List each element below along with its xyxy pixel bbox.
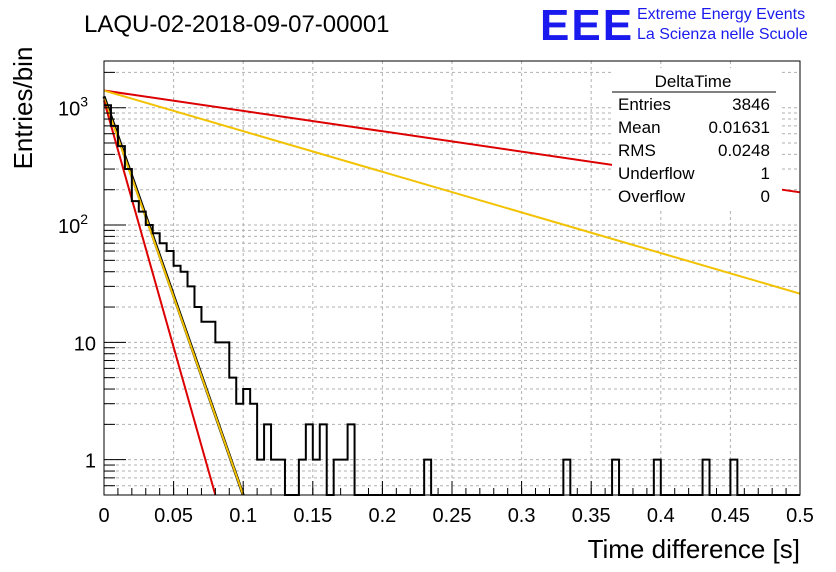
- stats-row-label: Entries: [618, 95, 671, 114]
- stats-box: DeltaTime Entries 3846 Mean 0.01631 RMS 0.024…: [612, 68, 782, 210]
- x-tick-labels: 0 0.05 0.1 0.15 0.2 0.25 0.3 0.35 0.4 0.45 0.5: [98, 505, 813, 527]
- x-tick-label: 0.15: [293, 505, 332, 527]
- run-title: LAQU-02-2018-09-07-00001: [84, 11, 390, 38]
- x-tick-label: 0.25: [433, 505, 472, 527]
- x-tick-label: 0.3: [508, 505, 536, 527]
- x-axis-label: Time difference [s]: [588, 534, 800, 564]
- stats-row-value: 0.01631: [709, 118, 770, 137]
- fit-curve: [103, 89, 801, 295]
- x-tick-label: 0: [98, 505, 109, 527]
- y-tick-label: 103: [58, 94, 88, 121]
- stats-row-value: 1: [761, 164, 770, 183]
- fit-curve: [103, 98, 245, 496]
- x-tick-label: 0.5: [786, 505, 814, 527]
- x-tick-label: 0.05: [154, 505, 193, 527]
- axis-ticks: [103, 71, 801, 496]
- x-tick-label: 0.2: [368, 505, 396, 527]
- y-tick-label: 1: [85, 451, 96, 473]
- stats-title: DeltaTime: [655, 72, 732, 91]
- stats-rows: Entries 3846 Mean 0.01631 RMS 0.0248 Underflow…: [618, 95, 770, 206]
- project-name-line1: Extreme Energy Events: [637, 6, 805, 23]
- stats-row-value: 0: [761, 187, 770, 206]
- eee-logo: EEE: [540, 1, 634, 50]
- x-tick-label: 0.45: [711, 505, 750, 527]
- project-name-line2: La Scienza nelle Scuole: [637, 26, 808, 43]
- y-tick-label: 10: [74, 333, 96, 355]
- stats-row-value: 0.0248: [718, 141, 770, 160]
- stats-row-value: 3846: [732, 95, 770, 114]
- x-tick-label: 0.35: [572, 505, 611, 527]
- x-tick-label: 0.1: [229, 505, 257, 527]
- y-tick-label: 102: [58, 211, 88, 238]
- stats-row-label: Underflow: [618, 164, 695, 183]
- fit-curve: [103, 100, 217, 496]
- stats-row-label: Overflow: [618, 187, 686, 206]
- stats-row-label: Mean: [618, 118, 661, 137]
- stats-row-label: RMS: [618, 141, 656, 160]
- y-axis-label: Entries/bin: [8, 47, 38, 170]
- y-tick-labels: 1 10 102 103: [58, 94, 96, 473]
- x-tick-label: 0.4: [647, 505, 675, 527]
